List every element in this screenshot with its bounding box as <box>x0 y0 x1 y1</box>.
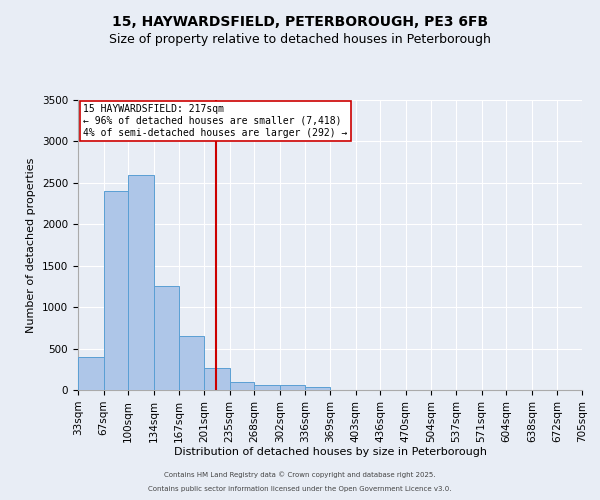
Bar <box>229 382 254 390</box>
Bar <box>128 174 154 390</box>
Text: Contains HM Land Registry data © Crown copyright and database right 2025.: Contains HM Land Registry data © Crown c… <box>164 471 436 478</box>
Bar <box>179 336 204 390</box>
Bar <box>280 386 305 390</box>
Text: Contains public sector information licensed under the Open Government Licence v3: Contains public sector information licen… <box>148 486 452 492</box>
X-axis label: Distribution of detached houses by size in Peterborough: Distribution of detached houses by size … <box>173 448 487 458</box>
Text: Size of property relative to detached houses in Peterborough: Size of property relative to detached ho… <box>109 32 491 46</box>
Text: 15, HAYWARDSFIELD, PETERBOROUGH, PE3 6FB: 15, HAYWARDSFIELD, PETERBOROUGH, PE3 6FB <box>112 15 488 29</box>
Y-axis label: Number of detached properties: Number of detached properties <box>26 158 37 332</box>
Bar <box>154 286 179 390</box>
Bar <box>78 357 104 390</box>
Bar <box>305 387 330 390</box>
Bar <box>254 385 280 390</box>
Text: 15 HAYWARDSFIELD: 217sqm
← 96% of detached houses are smaller (7,418)
4% of semi: 15 HAYWARDSFIELD: 217sqm ← 96% of detach… <box>83 104 347 138</box>
Bar <box>104 191 128 390</box>
Bar <box>204 368 229 390</box>
